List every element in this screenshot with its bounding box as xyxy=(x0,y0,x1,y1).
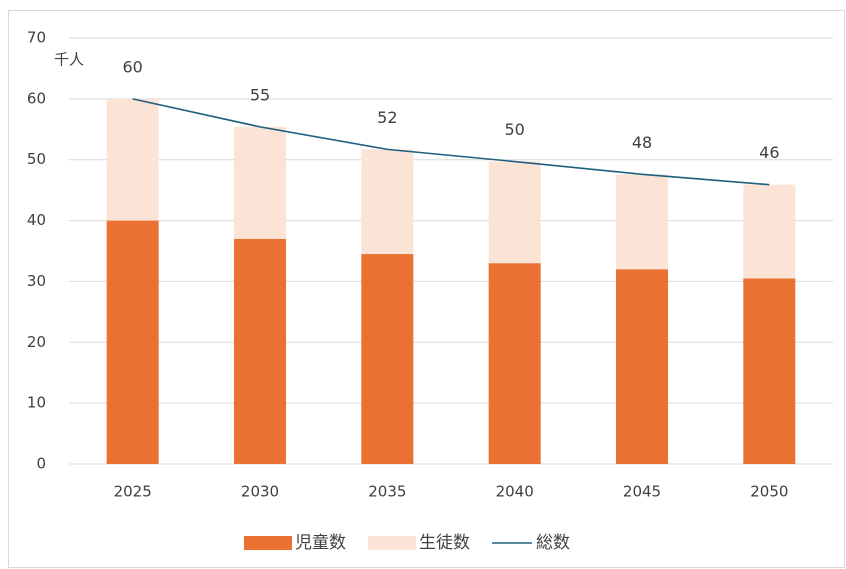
bar-segment xyxy=(743,278,796,464)
bar-segment xyxy=(106,98,159,221)
data-label: 50 xyxy=(504,120,524,139)
y-tick-label: 20 xyxy=(27,333,46,351)
data-label: 60 xyxy=(122,57,142,76)
bar-segment xyxy=(616,269,668,464)
bar-segment xyxy=(106,220,159,464)
bar-segment xyxy=(616,174,668,270)
y-tick-label: 70 xyxy=(27,29,46,47)
bar-segment xyxy=(234,238,286,464)
bar-segment xyxy=(361,254,414,464)
legend-label: 児童数 xyxy=(295,533,346,553)
bar-segment xyxy=(234,126,286,239)
y-unit-label: 千人 xyxy=(54,51,84,69)
data-label: 46 xyxy=(759,143,779,162)
bar-segment xyxy=(488,263,541,464)
bar-segment xyxy=(488,161,541,264)
data-label: 48 xyxy=(632,133,652,152)
x-tick-label: 2030 xyxy=(241,483,279,501)
data-label: 52 xyxy=(377,108,397,127)
data-label: 55 xyxy=(250,85,270,104)
y-tick-label: 50 xyxy=(27,150,46,168)
y-tick-label: 0 xyxy=(36,455,46,473)
legend-label: 総数 xyxy=(536,533,570,553)
legend-swatch xyxy=(244,536,292,550)
legend-swatch xyxy=(368,536,416,550)
bar-segment xyxy=(743,184,796,279)
total-line xyxy=(132,98,770,186)
x-tick-label: 2040 xyxy=(496,483,534,501)
x-tick-label: 2025 xyxy=(114,483,152,501)
y-tick-label: 40 xyxy=(27,211,46,229)
legend-label: 生徒数 xyxy=(419,533,470,553)
y-tick-label: 30 xyxy=(27,272,46,290)
x-tick-label: 2050 xyxy=(750,483,788,501)
x-tick-label: 2035 xyxy=(368,483,406,501)
y-tick-label: 10 xyxy=(27,394,46,412)
x-tick-label: 2045 xyxy=(623,483,661,501)
bar-segment xyxy=(361,149,414,255)
y-tick-label: 60 xyxy=(27,89,46,107)
